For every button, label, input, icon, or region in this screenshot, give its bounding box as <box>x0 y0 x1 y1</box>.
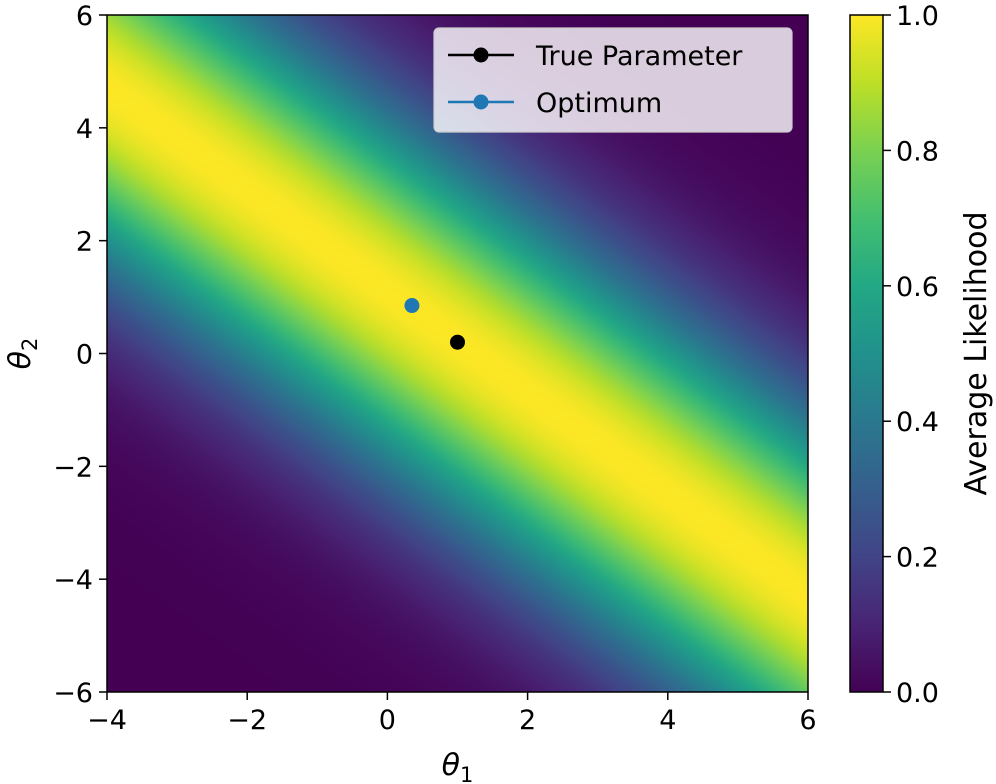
y-tick-label: 4 <box>76 114 93 145</box>
x-axis-label-sub: 1 <box>460 763 473 784</box>
colorbar-label: Average Likelihood <box>959 212 994 496</box>
x-axis: −4 −2 0 2 4 6 <box>87 692 817 736</box>
legend-label: Optimum <box>536 88 662 119</box>
y-axis-label-sub: 2 <box>18 338 42 351</box>
y-tick-label: −4 <box>53 565 93 596</box>
y-tick-label: 2 <box>76 227 93 258</box>
data-markers <box>404 298 465 350</box>
x-tick-label: 4 <box>659 705 676 736</box>
x-axis-label-main: θ <box>442 748 460 783</box>
colorbar: 0.0 0.2 0.4 0.6 0.8 1.0 Average Likelihood <box>849 1 994 709</box>
legend-marker <box>473 47 489 63</box>
x-tick-label: −4 <box>87 705 127 736</box>
y-tick-label: 0 <box>76 340 93 371</box>
y-tick-label: 6 <box>76 1 93 32</box>
x-tick-label: 0 <box>379 705 396 736</box>
legend-marker <box>473 94 489 110</box>
colorbar-tick-label: 0.8 <box>896 136 939 167</box>
y-tick-label: −2 <box>53 452 93 483</box>
x-tick-label: −2 <box>227 705 267 736</box>
x-tick-label: 2 <box>519 705 536 736</box>
legend-label: True Parameter <box>535 41 743 72</box>
y-axis-label: θ2 <box>3 338 42 370</box>
colorbar-tick-label: 0.0 <box>896 678 939 709</box>
x-tick-label: 6 <box>799 705 816 736</box>
legend: True Parameter Optimum <box>433 27 793 133</box>
y-tick-label: −6 <box>53 678 93 709</box>
x-axis-label: θ1 <box>442 748 474 784</box>
y-axis-label-main: θ <box>3 351 38 369</box>
colorbar-tick-label: 0.4 <box>896 407 939 438</box>
legend-box <box>433 27 793 133</box>
marker-optimum <box>404 298 420 314</box>
colorbar-ticks: 0.0 0.2 0.4 0.6 0.8 1.0 <box>883 1 939 709</box>
colorbar-scale <box>849 14 884 693</box>
marker-true-parameter <box>450 334 465 350</box>
colorbar-tick-label: 0.6 <box>896 272 939 303</box>
colorbar-tick-label: 0.2 <box>896 543 939 574</box>
y-axis: −6 −4 −2 0 2 4 6 <box>53 1 107 709</box>
colorbar-tick-label: 1.0 <box>896 1 939 32</box>
